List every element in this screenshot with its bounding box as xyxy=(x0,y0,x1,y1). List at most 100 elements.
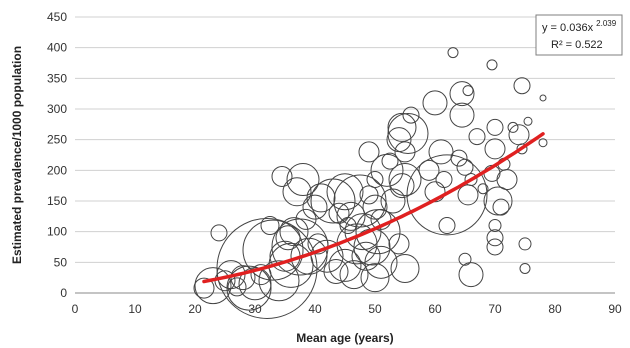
data-point xyxy=(307,233,329,255)
data-point xyxy=(226,265,272,311)
x-tick-label: 10 xyxy=(128,302,142,316)
x-tick-label: 50 xyxy=(368,302,382,316)
data-point xyxy=(370,153,404,187)
data-point xyxy=(339,260,369,290)
data-point xyxy=(388,233,410,255)
data-point xyxy=(381,152,399,170)
data-point xyxy=(242,219,304,281)
trendline-r-squared: R² = 0.522 xyxy=(551,39,603,51)
data-points xyxy=(193,47,548,319)
data-point xyxy=(328,248,362,282)
data-point xyxy=(306,183,336,213)
x-tick-label: 80 xyxy=(548,302,562,316)
data-point xyxy=(435,171,453,189)
data-point xyxy=(462,85,474,97)
data-point xyxy=(458,252,472,266)
data-point xyxy=(523,116,533,126)
data-point xyxy=(358,141,380,163)
data-point xyxy=(449,102,475,128)
gridlines xyxy=(75,16,615,263)
data-point xyxy=(484,138,506,160)
data-point xyxy=(518,237,532,251)
data-point xyxy=(260,216,280,236)
y-tick-label: 200 xyxy=(47,163,67,177)
data-point xyxy=(456,158,474,176)
data-point xyxy=(449,81,475,107)
data-point xyxy=(238,267,272,301)
data-point xyxy=(310,239,344,273)
data-point xyxy=(323,259,349,285)
y-axis-title: Estimated prevalence/1000 population xyxy=(10,46,24,264)
data-point xyxy=(492,198,510,216)
y-tick-labels: 0 50 100 150 200 250 300 350 400 450 xyxy=(47,10,67,300)
data-point xyxy=(447,47,459,59)
data-point xyxy=(486,118,504,136)
y-tick-label: 250 xyxy=(47,133,67,147)
data-point xyxy=(422,90,448,116)
data-point xyxy=(336,201,366,231)
x-tick-label: 70 xyxy=(488,302,502,316)
data-point xyxy=(468,128,486,146)
data-point xyxy=(282,177,312,207)
x-axis-title: Mean age (years) xyxy=(296,331,393,345)
data-point xyxy=(390,253,420,283)
data-point xyxy=(516,143,528,155)
data-point xyxy=(275,225,301,251)
x-tick-label: 20 xyxy=(188,302,202,316)
data-point xyxy=(370,208,392,230)
data-point xyxy=(290,237,328,275)
trendline-equation: y = 0.036x 2.039 xyxy=(542,19,617,34)
data-point xyxy=(508,124,530,146)
x-tick-label: 40 xyxy=(308,302,322,316)
data-point xyxy=(486,229,504,247)
data-point xyxy=(538,138,548,148)
y-tick-label: 450 xyxy=(47,10,67,24)
x-tick-label: 60 xyxy=(428,302,442,316)
data-point xyxy=(486,59,498,71)
data-point xyxy=(418,159,440,181)
data-point xyxy=(351,241,381,271)
data-point xyxy=(359,185,379,205)
data-point xyxy=(364,245,398,279)
data-point xyxy=(271,165,293,187)
data-point xyxy=(362,194,388,220)
y-tick-label: 0 xyxy=(60,286,67,300)
x-tick-label: 0 xyxy=(72,302,79,316)
data-point xyxy=(360,263,390,293)
data-point xyxy=(488,219,502,233)
data-point xyxy=(387,113,429,155)
data-point xyxy=(464,173,478,187)
x-tick-labels: 0 10 20 30 40 50 60 70 80 90 xyxy=(72,302,622,316)
equation-exponent: 2.039 xyxy=(596,19,617,28)
data-point xyxy=(286,163,320,197)
y-tick-label: 50 xyxy=(54,255,68,269)
trendline-layer xyxy=(202,132,545,284)
data-point xyxy=(333,174,387,228)
data-point xyxy=(402,106,420,124)
y-tick-label: 100 xyxy=(47,225,67,239)
data-point xyxy=(387,112,417,142)
data-point xyxy=(438,217,456,235)
data-point xyxy=(227,277,247,297)
data-point xyxy=(513,77,531,95)
data-point xyxy=(302,194,328,220)
data-point xyxy=(366,171,384,189)
data-point xyxy=(477,183,489,195)
data-point xyxy=(539,94,547,102)
equation-prefix: y = 0.036x xyxy=(542,22,594,34)
data-point xyxy=(519,262,531,274)
data-point xyxy=(496,169,518,191)
data-point xyxy=(193,277,215,299)
data-point xyxy=(380,188,406,214)
data-point xyxy=(326,173,364,211)
equation-box-frame xyxy=(535,14,623,56)
data-point xyxy=(428,139,454,165)
data-point xyxy=(424,181,446,203)
data-point xyxy=(450,149,468,167)
trendline-equation-box: y = 0.036x 2.039 R² = 0.522 xyxy=(535,14,623,56)
data-point xyxy=(458,262,484,288)
data-point xyxy=(457,184,479,206)
data-point xyxy=(258,260,300,302)
data-point xyxy=(406,154,488,236)
y-tick-label: 150 xyxy=(47,194,67,208)
